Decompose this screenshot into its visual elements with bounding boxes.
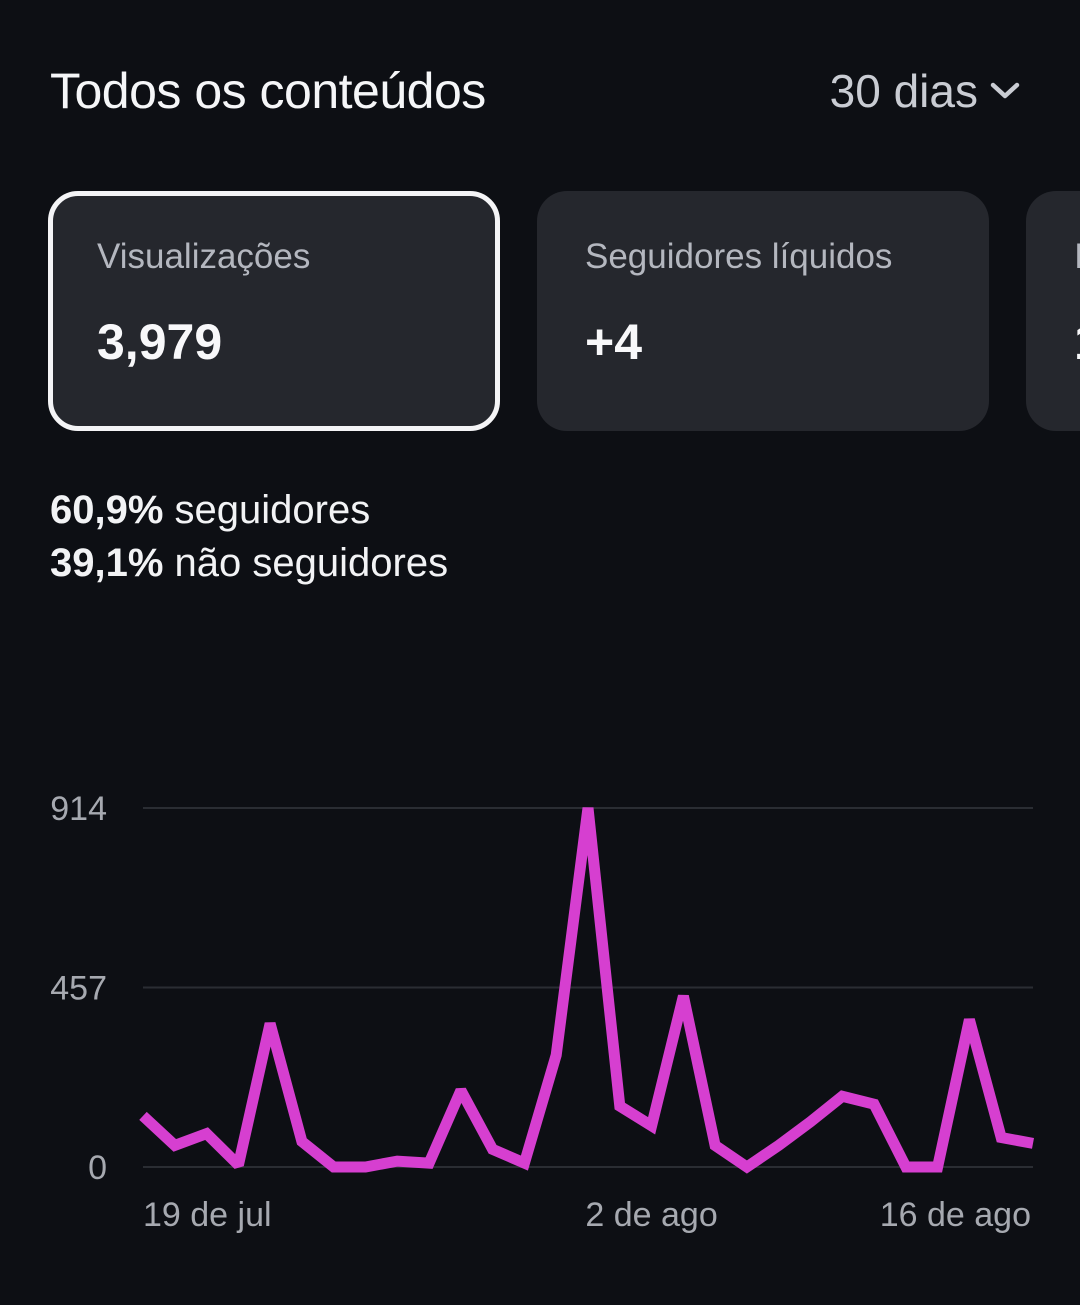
data-point bbox=[1030, 1140, 1036, 1146]
chevron-down-icon bbox=[990, 82, 1020, 99]
y-tick-label: 0 bbox=[88, 1149, 107, 1187]
data-point bbox=[394, 1158, 400, 1164]
data-point bbox=[776, 1142, 782, 1148]
data-point bbox=[299, 1138, 305, 1144]
data-point bbox=[204, 1131, 210, 1137]
data-point bbox=[521, 1160, 527, 1166]
data-point bbox=[363, 1164, 369, 1170]
data-point bbox=[998, 1135, 1004, 1141]
data-point bbox=[617, 1103, 623, 1109]
period-label: 30 dias bbox=[829, 65, 978, 117]
data-point bbox=[808, 1119, 814, 1125]
metric-card-partial[interactable]: I 1 bbox=[1026, 191, 1080, 431]
metric-label: Visualizações bbox=[97, 237, 311, 276]
metric-card-views[interactable]: Visualizações 3,979 bbox=[48, 191, 500, 431]
data-point bbox=[172, 1142, 178, 1148]
x-tick-label: 16 de ago bbox=[880, 1196, 1031, 1234]
data-point bbox=[871, 1101, 877, 1107]
data-point bbox=[458, 1087, 464, 1093]
data-point bbox=[649, 1123, 655, 1129]
chart-svg: 0 457 914 19 de jul 2 de ago 16 de ago bbox=[50, 790, 1036, 1234]
audience-breakdown: 60,9% seguidores 39,1% não seguidores bbox=[50, 484, 448, 590]
data-point bbox=[426, 1160, 432, 1166]
data-point bbox=[966, 1017, 972, 1023]
non-followers-share: 39,1% não seguidores bbox=[50, 537, 448, 590]
data-point bbox=[744, 1164, 750, 1170]
metric-value: 3,979 bbox=[97, 314, 223, 370]
data-point bbox=[839, 1093, 845, 1099]
data-point bbox=[680, 993, 686, 999]
metric-label: I bbox=[1074, 237, 1080, 276]
page-title: Todos os conteúdos bbox=[50, 63, 486, 119]
metric-card-net-followers[interactable]: Seguidores líquidos +4 bbox=[537, 191, 989, 431]
data-point bbox=[140, 1113, 146, 1119]
data-point bbox=[585, 805, 591, 811]
data-point bbox=[903, 1164, 909, 1170]
data-point bbox=[553, 1052, 559, 1058]
y-tick-label: 457 bbox=[50, 970, 107, 1008]
non-followers-pct: 39,1% bbox=[50, 541, 164, 585]
x-tick-label: 19 de jul bbox=[143, 1196, 272, 1234]
views-line-chart[interactable]: 0 457 914 19 de jul 2 de ago 16 de ago bbox=[0, 760, 1080, 1260]
followers-pct: 60,9% bbox=[50, 488, 164, 532]
metric-label: Seguidores líquidos bbox=[585, 237, 893, 276]
metric-value: +4 bbox=[585, 314, 643, 370]
x-tick-label: 2 de ago bbox=[585, 1196, 717, 1234]
metric-value: 1 bbox=[1074, 313, 1080, 371]
metric-cards: Visualizações 3,979 Seguidores líquidos … bbox=[48, 190, 1080, 432]
y-tick-label: 914 bbox=[50, 790, 107, 828]
period-dropdown[interactable]: 30 dias bbox=[830, 64, 1020, 118]
data-point bbox=[712, 1142, 718, 1148]
non-followers-label: não seguidores bbox=[174, 541, 449, 585]
data-point bbox=[267, 1021, 273, 1027]
followers-label: seguidores bbox=[174, 488, 371, 532]
followers-share: 60,9% seguidores bbox=[50, 484, 448, 537]
data-point bbox=[490, 1146, 496, 1152]
data-point bbox=[935, 1164, 941, 1170]
data-point bbox=[235, 1162, 241, 1168]
data-point bbox=[331, 1164, 337, 1170]
views-series-line bbox=[139, 807, 1035, 1174]
